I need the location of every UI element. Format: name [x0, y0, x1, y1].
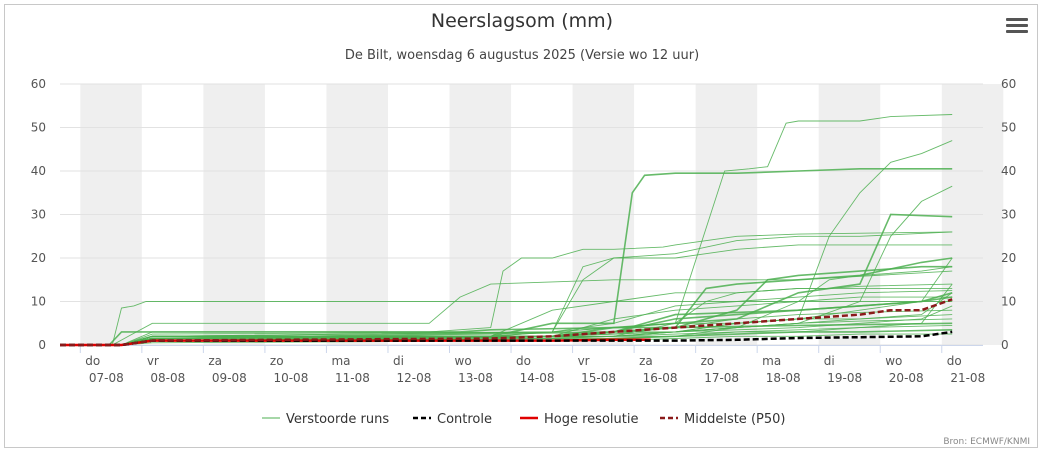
x-tick-date: 15-08 [581, 371, 616, 385]
legend-item[interactable]: Verstoorde runs [262, 412, 389, 427]
y-tick-label-left: 20 [31, 251, 46, 265]
x-tick-date: 16-08 [643, 371, 678, 385]
y-axis-right: 0 10 20 30 40 50 60 [1001, 77, 1016, 352]
legend-label: Verstoorde runs [286, 412, 389, 427]
ensemble-line [60, 305, 953, 346]
x-tick-day: zo [701, 354, 715, 368]
x-tick-date: 11-08 [335, 371, 370, 385]
ensemble-line [60, 257, 953, 346]
y-tick-label-left: 60 [31, 77, 46, 91]
legend-label: Controle [437, 412, 492, 427]
x-tick-date: 07-08 [89, 371, 124, 385]
main-series [60, 298, 953, 347]
x-tick-day: vr [147, 354, 159, 368]
ensemble-line [60, 301, 953, 346]
y-tick-label-right: 30 [1001, 208, 1016, 222]
x-tick-day: do [85, 354, 100, 368]
x-tick-day: ma [762, 354, 781, 368]
legend: Verstoorde runs Controle Hoge resolutie Mid… [262, 412, 785, 427]
ensemble-line [60, 314, 953, 346]
legend-item[interactable]: Middelste (P50) [660, 412, 785, 427]
x-tick-day: do [516, 354, 531, 368]
x-tick-date: 21-08 [950, 371, 985, 385]
x-tick-day: zo [270, 354, 284, 368]
ensemble-line [60, 231, 953, 346]
x-tick-day: di [393, 354, 404, 368]
x-tick-date: 13-08 [458, 371, 493, 385]
x-tick-date: 18-08 [766, 371, 801, 385]
chart-subtitle: De Bilt, woensdag 6 augustus 2025 (Versi… [344, 48, 700, 63]
chart-title: Neerslagsom (mm) [430, 10, 614, 32]
y-tick-label-right: 0 [1001, 338, 1009, 352]
p50-line [60, 298, 953, 347]
y-tick-label-right: 20 [1001, 251, 1016, 265]
y-tick-label-right: 40 [1001, 164, 1016, 178]
ensemble-line [60, 270, 953, 346]
x-tick-day: za [208, 354, 222, 368]
legend-item[interactable]: Controle [413, 412, 492, 427]
x-tick-day: ma [331, 354, 350, 368]
x-tick-date: 19-08 [827, 371, 862, 385]
x-axis: do 07-08 vr 08-08 za 09-08 zo 10-08 ma 11-08 di 12-… [60, 345, 985, 385]
legend-label: Middelste (P50) [684, 412, 785, 427]
x-tick-date: 09-08 [212, 371, 247, 385]
y-tick-label-left: 0 [38, 338, 46, 352]
x-tick-day: za [639, 354, 653, 368]
y-tick-label-left: 40 [31, 164, 46, 178]
y-tick-label-left: 10 [31, 295, 46, 309]
y-tick-label-left: 30 [31, 208, 46, 222]
x-tick-date: 20-08 [889, 371, 924, 385]
source-credit: Bron: ECMWF/KNMI [943, 437, 1030, 447]
x-tick-day: wo [885, 354, 902, 368]
x-tick-date: 14-08 [520, 371, 555, 385]
y-axis-left: 0 10 20 30 40 50 60 [31, 77, 46, 352]
y-tick-label-right: 10 [1001, 295, 1016, 309]
legend-item[interactable]: Hoge resolutie [520, 412, 638, 427]
x-tick-date: 10-08 [273, 371, 308, 385]
x-tick-date: 08-08 [150, 371, 185, 385]
x-tick-day: di [824, 354, 835, 368]
y-tick-label-right: 60 [1001, 77, 1016, 91]
ensemble-line [60, 322, 953, 346]
y-tick-label-right: 50 [1001, 121, 1016, 135]
hamburger-menu-icon[interactable] [1006, 18, 1028, 36]
legend-label: Hoge resolutie [544, 412, 638, 427]
x-tick-day: wo [455, 354, 472, 368]
x-tick-day: do [947, 354, 962, 368]
x-tick-date: 12-08 [397, 371, 432, 385]
y-tick-label-left: 50 [31, 121, 46, 135]
x-tick-day: vr [578, 354, 590, 368]
x-tick-date: 17-08 [704, 371, 739, 385]
